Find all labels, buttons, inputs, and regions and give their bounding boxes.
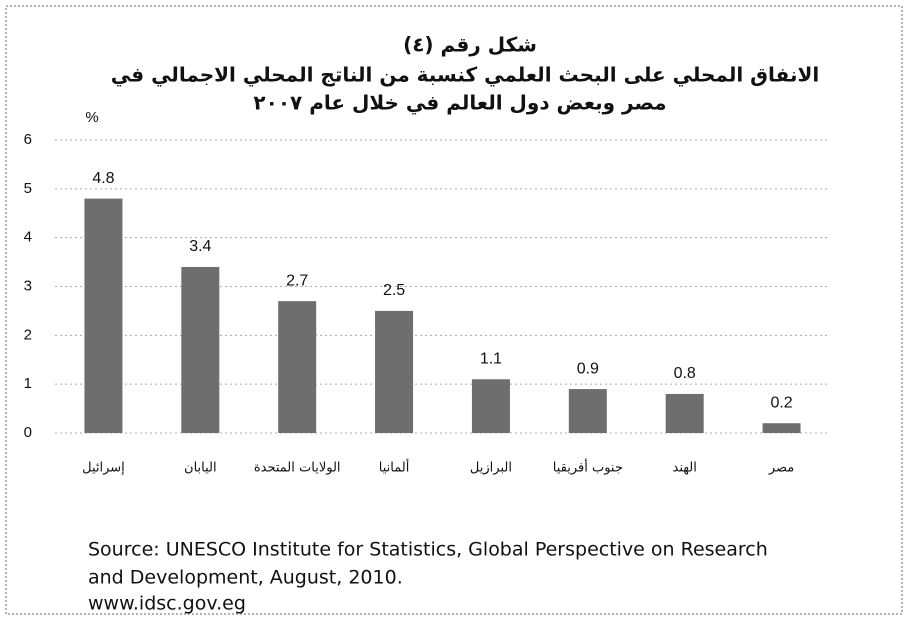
bar bbox=[375, 310, 414, 433]
bar bbox=[762, 423, 801, 433]
data-label: 4.8 bbox=[92, 170, 114, 187]
x-tick-label: إسرائيل bbox=[82, 461, 125, 476]
y-tick-label: 0 bbox=[24, 424, 32, 441]
x-tick-label: الولايات المتحدة bbox=[254, 461, 341, 476]
x-tick-label: ألمانيا bbox=[379, 459, 410, 476]
bar bbox=[181, 266, 220, 433]
y-tick-label: 6 bbox=[24, 131, 32, 148]
y-tick-label: 4 bbox=[24, 229, 32, 246]
data-label: 0.9 bbox=[577, 360, 599, 377]
frame bbox=[5, 5, 903, 615]
x-tick-label: البرازيل bbox=[470, 461, 512, 476]
data-label: 0.8 bbox=[674, 365, 696, 382]
chart-title: مصر وبعض دول العالم في خلال عام ٢٠٠٧ bbox=[253, 91, 666, 116]
y-tick-label: 2 bbox=[24, 326, 32, 343]
x-tick-label: مصر bbox=[768, 461, 794, 476]
data-label: 0.2 bbox=[770, 394, 792, 411]
data-label: 1.1 bbox=[480, 351, 502, 368]
source: www.idsc.gov.eg bbox=[88, 593, 246, 615]
data-label: 3.4 bbox=[189, 238, 211, 255]
x-tick-label: اليابان bbox=[184, 461, 217, 476]
chart-title: الانفاق المحلي على البحث العلمي كنسبة من… bbox=[111, 63, 819, 88]
y-tick-label: 3 bbox=[24, 277, 32, 294]
bar bbox=[471, 379, 510, 433]
chart-title: شكل رقم (٤) bbox=[403, 33, 537, 57]
x-tick-label: جنوب أفريقيا bbox=[553, 459, 623, 476]
bar bbox=[568, 389, 607, 433]
data-label: 2.5 bbox=[383, 282, 405, 299]
data-label: 2.7 bbox=[286, 272, 308, 289]
y-axis-label: % bbox=[85, 109, 98, 126]
bar bbox=[84, 198, 123, 433]
x-tick-label: الهند bbox=[673, 461, 697, 476]
bar bbox=[665, 393, 704, 433]
y-tick-label: 5 bbox=[24, 180, 32, 197]
bar bbox=[278, 301, 317, 433]
source: Source: UNESCO Institute for Statistics,… bbox=[88, 539, 768, 561]
source: and Development, August, 2010. bbox=[88, 567, 403, 589]
y-tick-label: 1 bbox=[24, 375, 32, 392]
